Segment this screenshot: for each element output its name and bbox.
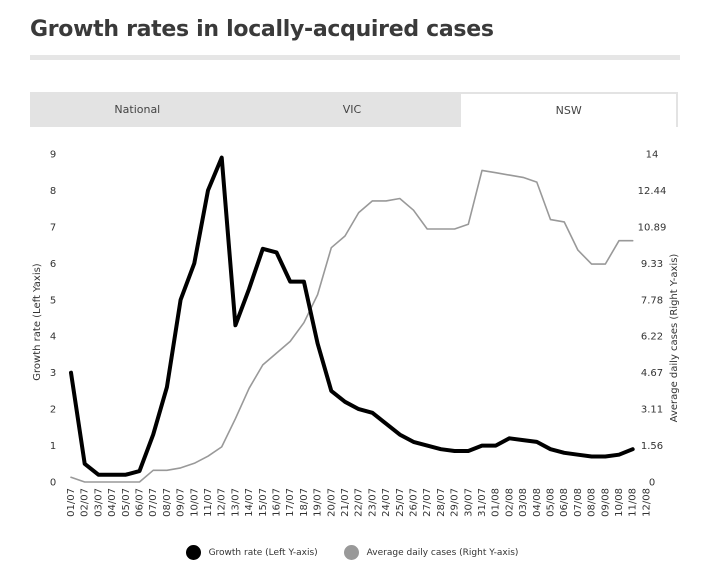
left-tick-label: 6 bbox=[50, 259, 56, 270]
x-tick-label: 29/07 bbox=[450, 488, 461, 517]
right-axis-title: Average daily cases (Right Y-axis) bbox=[669, 254, 680, 423]
right-tick-label: 1.56 bbox=[641, 441, 663, 452]
x-tick-label: 13/07 bbox=[230, 488, 241, 517]
x-tick-label: 10/07 bbox=[189, 488, 200, 517]
x-tick-label: 01/07 bbox=[66, 488, 77, 517]
growth-rate-line bbox=[69, 155, 635, 477]
x-tick-label: 24/07 bbox=[381, 488, 392, 517]
x-tick-label: 22/07 bbox=[354, 488, 365, 517]
legend-marker-grey bbox=[343, 545, 359, 560]
x-tick-label: 14/07 bbox=[244, 488, 255, 517]
x-tick-label: 12/07 bbox=[217, 488, 228, 517]
legend-label-average: Average daily cases (Right Y-axis) bbox=[366, 547, 519, 558]
x-tick-label: 08/08 bbox=[587, 488, 598, 517]
x-tick-label: 03/07 bbox=[93, 488, 104, 517]
x-tick-label: 12/08 bbox=[641, 488, 652, 517]
x-tick-label: 18/07 bbox=[299, 488, 310, 517]
x-tick-label: 26/07 bbox=[409, 488, 420, 517]
x-tick-label: 06/08 bbox=[559, 488, 570, 517]
tab-vic[interactable]: VIC bbox=[342, 103, 362, 116]
x-tick-label: 06/07 bbox=[135, 488, 146, 517]
left-tick-label: 0 bbox=[50, 478, 56, 489]
right-tick-label: 10.89 bbox=[638, 222, 667, 233]
page-title: Growth rates in locally-acquired cases bbox=[30, 17, 494, 42]
x-tick-label: 31/07 bbox=[477, 488, 488, 517]
x-tick-label: 19/07 bbox=[313, 488, 324, 517]
left-tick-label: 2 bbox=[50, 405, 56, 416]
left-tick-label: 3 bbox=[50, 368, 56, 379]
x-tick-label: 15/07 bbox=[258, 488, 269, 517]
legend-item-average[interactable]: Average daily cases (Right Y-axis) bbox=[343, 545, 519, 560]
title-divider bbox=[30, 55, 680, 60]
x-tick-label: 28/07 bbox=[436, 488, 447, 517]
right-tick-label: 0 bbox=[649, 478, 655, 489]
right-tick-label: 12.44 bbox=[638, 186, 667, 197]
x-tick-label: 07/07 bbox=[148, 488, 159, 517]
x-tick-label: 04/07 bbox=[107, 488, 118, 517]
chart-ticks: 0 1 2 3 4 5 6 7 8 9 0 1.56 3.11 4.67 6.22 7.78 9.33 10.89… bbox=[50, 150, 667, 517]
region-tabs: National VIC NSW bbox=[30, 92, 679, 127]
left-axis-title: Growth rate (Left Yaxis) bbox=[32, 263, 43, 381]
x-tick-label: 09/08 bbox=[600, 488, 611, 517]
x-tick-label: 30/07 bbox=[463, 488, 474, 517]
x-tick-label: 25/07 bbox=[395, 488, 406, 517]
x-tick-label: 10/08 bbox=[614, 488, 625, 517]
x-tick-label: 04/08 bbox=[532, 488, 543, 517]
average-daily-cases-line bbox=[70, 169, 634, 483]
legend-item-growth[interactable]: Growth rate (Left Y-axis) bbox=[185, 545, 318, 560]
right-tick-label: 4.67 bbox=[641, 368, 663, 379]
tab-national[interactable]: National bbox=[114, 103, 161, 116]
x-tick-label: 21/07 bbox=[340, 488, 351, 517]
x-tick-label: 16/07 bbox=[272, 488, 283, 517]
x-tick-label: 11/07 bbox=[203, 488, 214, 517]
x-tick-label: 02/07 bbox=[80, 488, 91, 517]
right-tick-label: 7.78 bbox=[641, 295, 663, 306]
left-tick-label: 8 bbox=[50, 186, 56, 197]
x-tick-label: 03/08 bbox=[518, 488, 529, 517]
right-tick-label: 3.11 bbox=[641, 405, 663, 416]
left-tick-label: 9 bbox=[50, 150, 56, 161]
right-tick-label: 9.33 bbox=[641, 259, 663, 270]
x-tick-label: 08/07 bbox=[162, 488, 173, 517]
x-tick-label: 23/07 bbox=[367, 488, 378, 517]
left-tick-label: 5 bbox=[50, 295, 56, 306]
right-tick-label: 6.22 bbox=[641, 332, 663, 343]
left-tick-label: 7 bbox=[50, 222, 56, 233]
chart-legend: Growth rate (Left Y-axis) Average daily … bbox=[0, 545, 704, 560]
x-tick-label: 05/08 bbox=[546, 488, 557, 517]
chart-series bbox=[69, 155, 635, 483]
x-tick-label: 20/07 bbox=[326, 488, 337, 517]
legend-label-growth: Growth rate (Left Y-axis) bbox=[208, 547, 318, 558]
left-tick-label: 1 bbox=[50, 441, 56, 452]
x-tick-label: 27/07 bbox=[422, 488, 433, 517]
x-tick-label: 17/07 bbox=[285, 488, 296, 517]
right-tick-label: 14 bbox=[646, 150, 659, 161]
x-tick-label: 05/07 bbox=[121, 488, 132, 517]
tab-nsw[interactable]: NSW bbox=[459, 92, 679, 127]
x-tick-label: 09/07 bbox=[176, 488, 187, 517]
x-tick-label: 11/08 bbox=[628, 488, 639, 517]
x-tick-label: 07/08 bbox=[573, 488, 584, 517]
x-tick-label: 01/08 bbox=[491, 488, 502, 517]
legend-marker-black bbox=[185, 545, 201, 560]
left-tick-label: 4 bbox=[50, 332, 56, 343]
x-tick-label: 02/08 bbox=[504, 488, 515, 517]
